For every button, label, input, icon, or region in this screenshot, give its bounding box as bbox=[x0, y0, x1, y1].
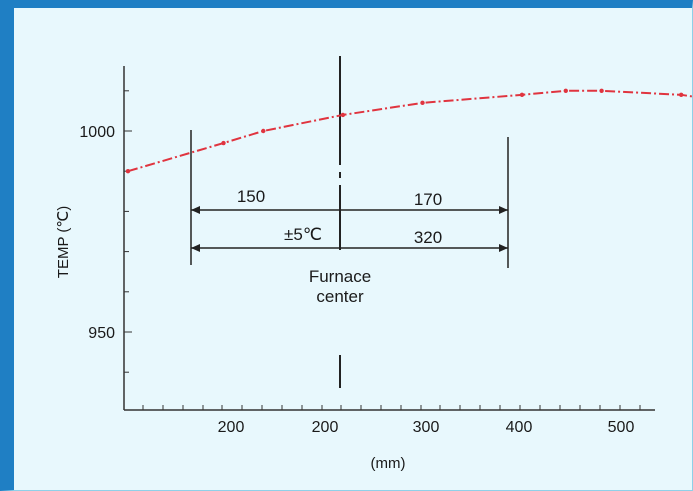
span-label-170: 170 bbox=[414, 190, 442, 209]
data-point bbox=[261, 128, 266, 134]
series-layer bbox=[125, 88, 693, 174]
x-tick-label-4: 400 bbox=[506, 419, 533, 436]
tolerance-label: ±5℃ bbox=[284, 225, 322, 244]
y-tick-label-950: 950 bbox=[88, 325, 115, 342]
furnace-label-line1: Furnace bbox=[309, 267, 371, 286]
y-tick-label-1000: 1000 bbox=[79, 124, 115, 141]
x-axis-title: (mm) bbox=[371, 455, 406, 472]
x-tick-label-1: 200 bbox=[218, 419, 245, 436]
temperature-curve bbox=[127, 89, 693, 173]
data-point bbox=[563, 88, 568, 94]
data-point bbox=[599, 88, 604, 94]
axis-ticks bbox=[123, 90, 641, 410]
dimension-arrow-170 bbox=[340, 206, 508, 214]
data-point bbox=[420, 100, 425, 106]
data-point bbox=[221, 140, 226, 146]
dimension-arrow-320 bbox=[191, 244, 508, 252]
x-tick-label-5: 500 bbox=[608, 419, 635, 436]
data-point bbox=[519, 92, 525, 98]
y-axis-title: TEMP (℃) bbox=[55, 206, 72, 278]
x-tick-label-2: 200 bbox=[312, 419, 339, 436]
dimension-arrow-150 bbox=[191, 206, 340, 214]
data-point bbox=[125, 169, 131, 174]
span-label-320: 320 bbox=[414, 228, 442, 247]
data-point bbox=[340, 112, 346, 118]
data-point bbox=[679, 92, 684, 98]
x-tick-label-3: 300 bbox=[413, 419, 440, 436]
furnace-label-line2: center bbox=[316, 287, 364, 306]
span-label-150: 150 bbox=[237, 187, 265, 206]
